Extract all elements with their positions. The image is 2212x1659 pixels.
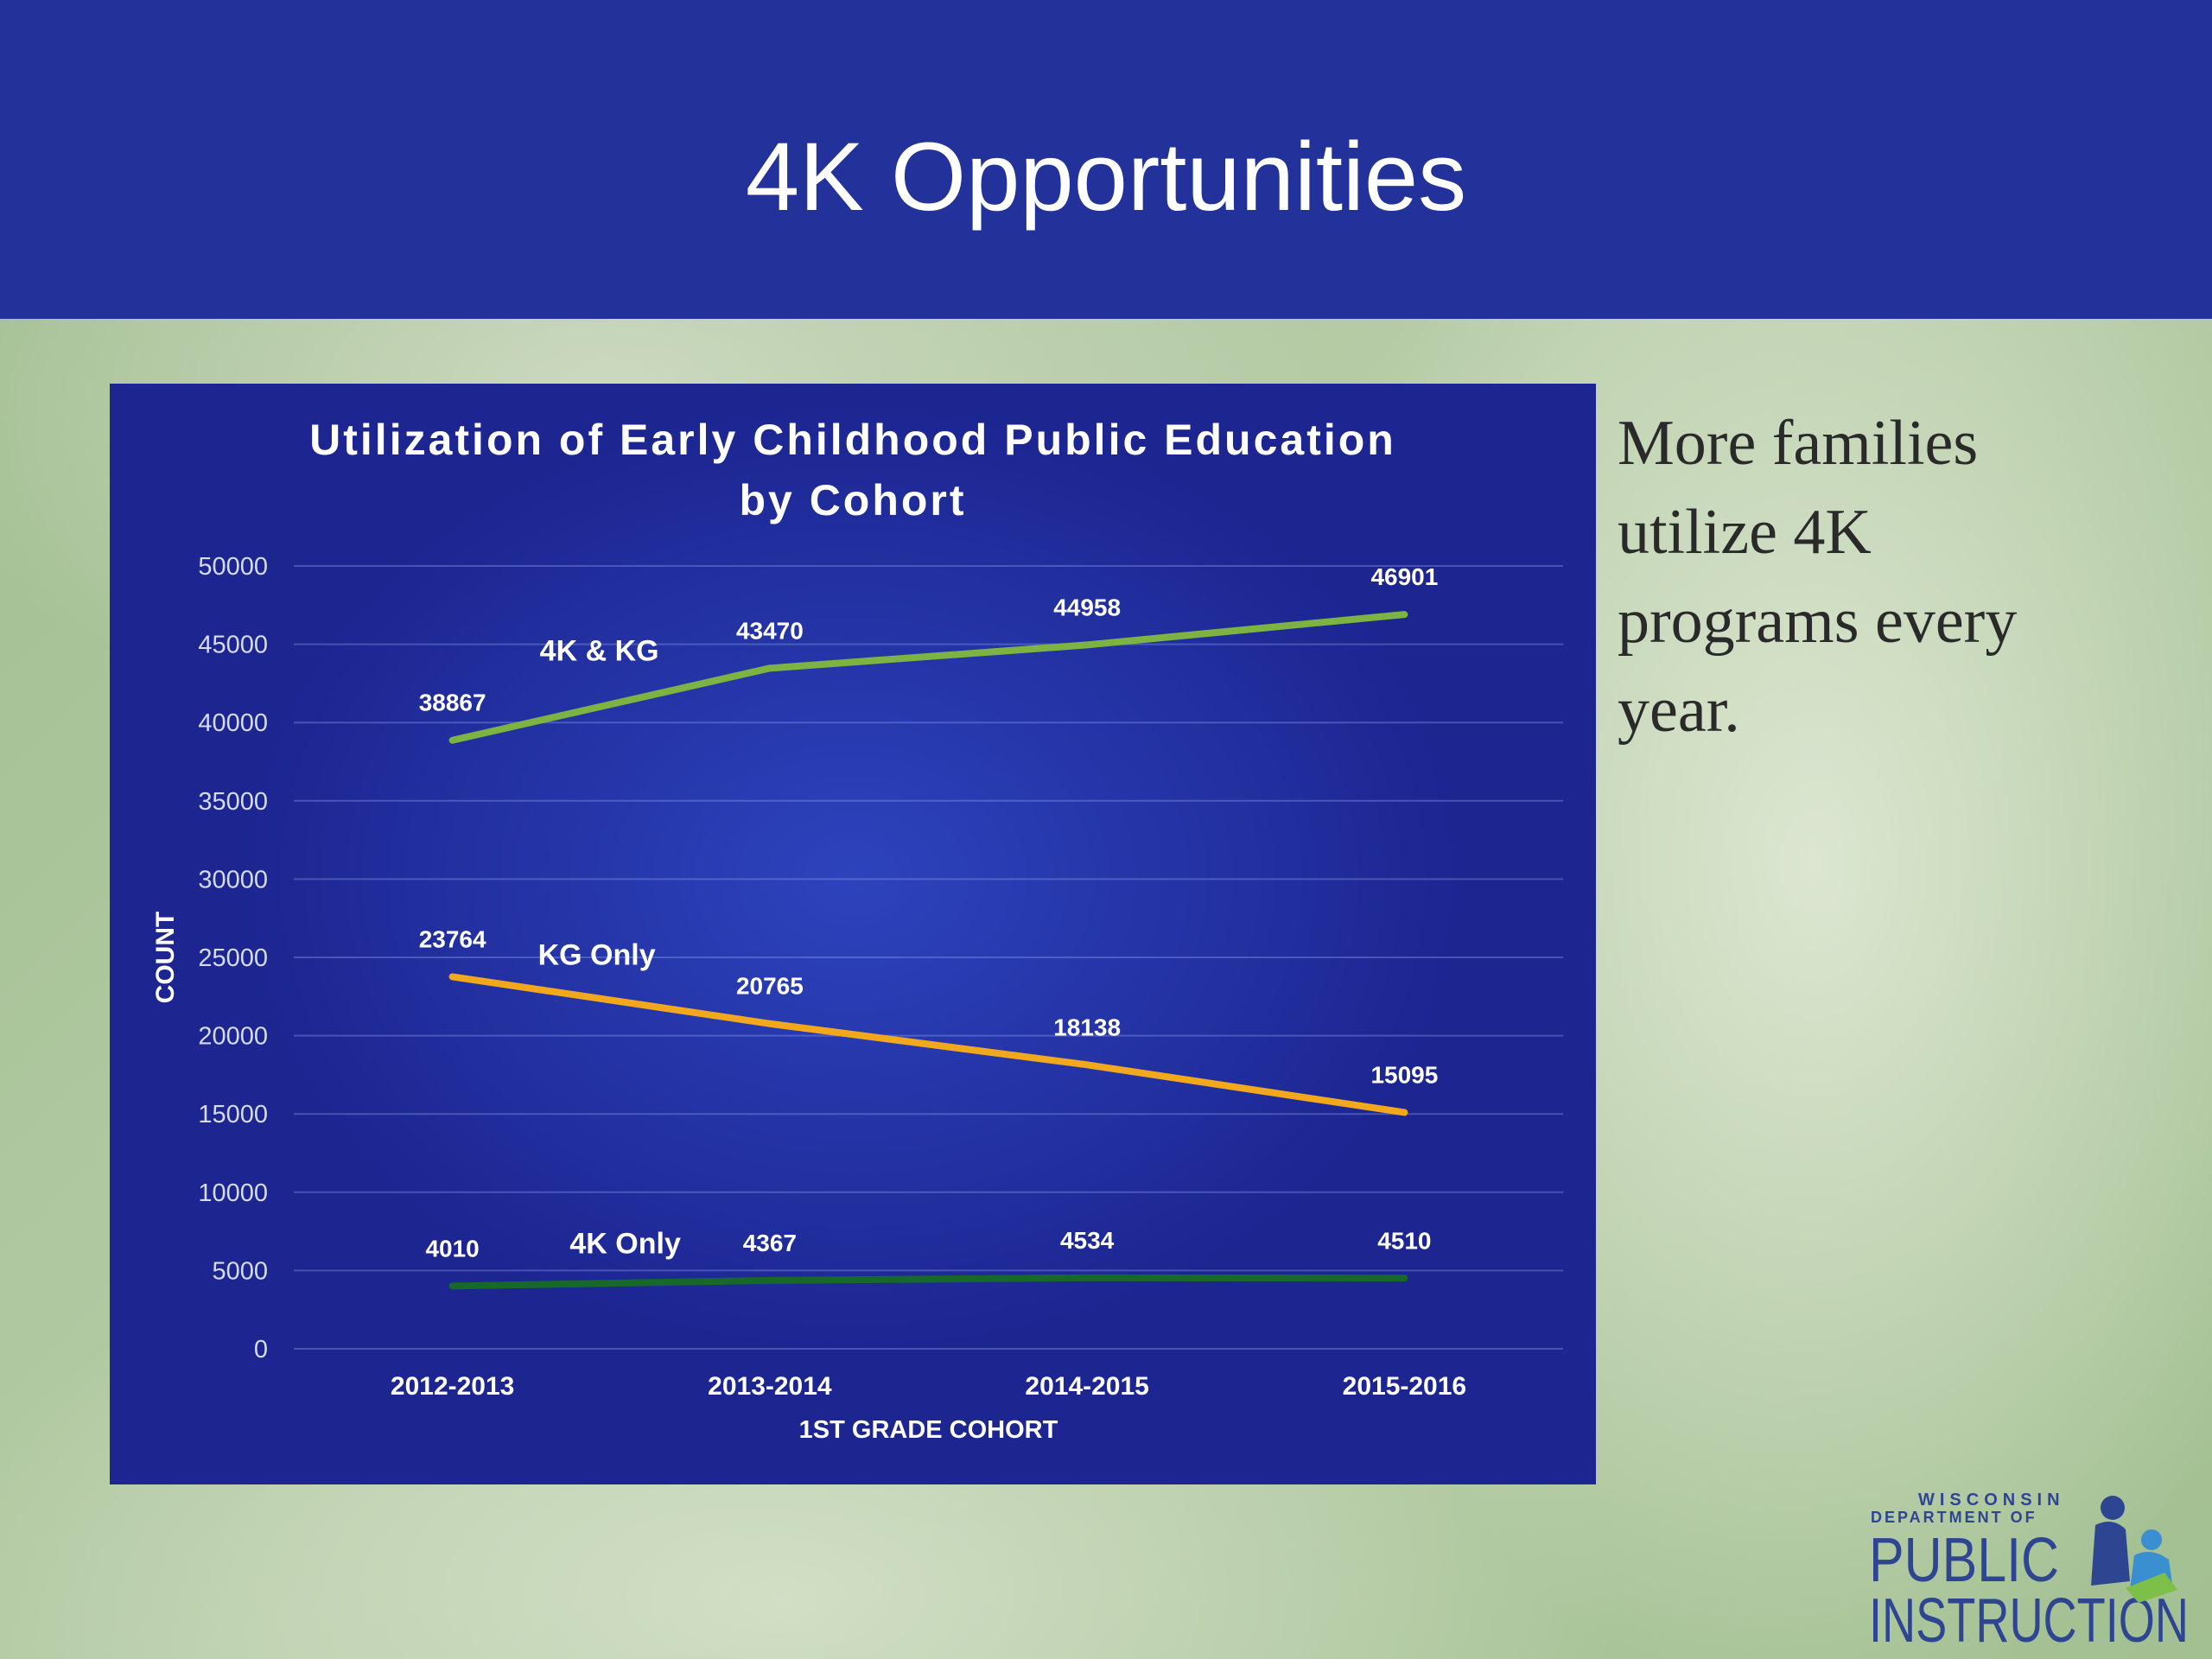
data-label: 18138 xyxy=(1053,1014,1121,1040)
data-label: 23764 xyxy=(419,925,486,952)
data-label: 44958 xyxy=(1053,594,1121,620)
y-tick-label: 15000 xyxy=(198,1101,268,1128)
slide-title: 4K Opportunities xyxy=(745,123,1467,231)
chart: 0 5000 10000 15000 20000 25000 30000 35000 40000… xyxy=(151,553,1563,1444)
body-text: More families utilize 4K programs every … xyxy=(1618,408,2018,746)
y-tick-label: 50000 xyxy=(198,553,268,581)
y-tick-label: 25000 xyxy=(198,944,268,972)
x-tick-label: 2015-2016 xyxy=(1343,1372,1466,1401)
logo-icon xyxy=(2141,1529,2162,1550)
logo-icon xyxy=(2091,1522,2130,1586)
logo-text: WISCONSIN xyxy=(1918,1491,2065,1510)
y-tick-label: 35000 xyxy=(198,788,268,816)
data-label: 4510 xyxy=(1377,1227,1431,1254)
chart-title: Utilization of Early Childhood Public Ed… xyxy=(309,416,1396,524)
data-label: 38867 xyxy=(419,690,486,716)
x-tick-label: 2013-2014 xyxy=(708,1372,832,1401)
chart-panel: Utilization of Early Childhood Public Ed… xyxy=(110,384,1596,1484)
y-tick-label: 10000 xyxy=(198,1179,268,1207)
series-label: KG Only xyxy=(538,938,656,971)
logo-text: DEPARTMENT OF xyxy=(1871,1509,2037,1526)
y-tick-label: 0 xyxy=(254,1336,268,1363)
x-axis-label: 1ST GRADE COHORT xyxy=(799,1416,1058,1444)
data-label: 43470 xyxy=(736,617,804,644)
x-tick-label: 2014-2015 xyxy=(1025,1372,1148,1401)
data-label: 15095 xyxy=(1370,1061,1438,1088)
logo-text: PUBLIC xyxy=(1869,1526,2059,1595)
series-line xyxy=(448,611,1408,744)
x-tick-label: 2012-2013 xyxy=(391,1372,514,1401)
y-tick-label: 40000 xyxy=(198,709,268,737)
series-label: 4K Only xyxy=(569,1227,681,1260)
data-label: 4367 xyxy=(743,1230,797,1256)
data-label: 4534 xyxy=(1060,1227,1115,1254)
data-label: 4010 xyxy=(425,1235,479,1262)
data-label: 20765 xyxy=(736,973,804,1000)
y-axis-label: COUNT xyxy=(151,912,180,1004)
header: 4K Opportunities xyxy=(0,0,2212,319)
series-line xyxy=(448,1274,1408,1290)
data-label: 46901 xyxy=(1370,563,1438,590)
logo-icon xyxy=(2126,1573,2177,1603)
logo-icon xyxy=(2101,1496,2125,1520)
y-tick-label: 45000 xyxy=(198,632,268,659)
y-tick-label: 30000 xyxy=(198,866,268,893)
y-tick-label: 20000 xyxy=(198,1023,268,1051)
logo: WISCONSIN DEPARTMENT OF PUBLIC INSTRUCTI… xyxy=(1869,1491,2189,1650)
series-label: 4K & KG xyxy=(540,635,659,668)
y-tick-label: 5000 xyxy=(212,1257,268,1285)
series-line xyxy=(448,973,1408,1116)
